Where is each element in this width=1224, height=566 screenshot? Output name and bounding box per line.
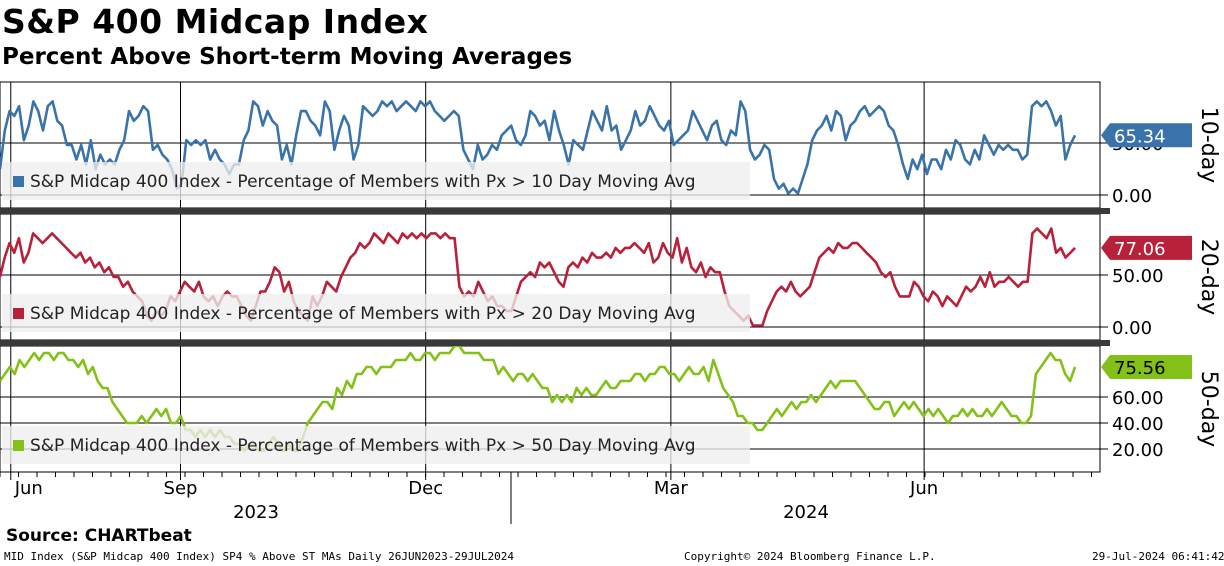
page-title: S&P 400 Midcap Index bbox=[2, 2, 429, 41]
legend-label: S&P Midcap 400 Index - Percentage of Mem… bbox=[30, 304, 696, 324]
legend-swatch bbox=[13, 176, 24, 187]
x-tick-label: Sep bbox=[164, 478, 198, 499]
y-tick-label: 0.00 bbox=[1112, 318, 1152, 339]
x-tick-label: Mar bbox=[654, 478, 689, 499]
footer-timestamp: 29-Jul-2024 06:41:42 bbox=[1092, 550, 1224, 563]
last-value-tag bbox=[1101, 123, 1192, 148]
page-subtitle: Percent Above Short-term Moving Averages bbox=[2, 44, 573, 70]
panel-axis-label: 10-day bbox=[1196, 107, 1221, 183]
source-label: Source: CHARTbeat bbox=[6, 526, 192, 546]
panel-separator bbox=[0, 340, 1110, 346]
series-line-20-day bbox=[0, 227, 1076, 327]
y-tick-label: 0.00 bbox=[1112, 186, 1152, 207]
x-tick-label: Jun bbox=[909, 478, 938, 499]
x-tick-label: Jun bbox=[14, 478, 43, 499]
y-tick-label: 40.00 bbox=[1112, 414, 1164, 435]
legend-box bbox=[2, 162, 750, 200]
footer-copyright: Copyright© 2024 Bloomberg Finance L.P. bbox=[684, 550, 936, 563]
legend-label: S&P Midcap 400 Index - Percentage of Mem… bbox=[30, 172, 696, 192]
year-label: 2024 bbox=[783, 502, 829, 523]
last-value-tag bbox=[1101, 235, 1192, 260]
y-tick-label: 50.00 bbox=[1112, 266, 1164, 287]
panel-separator bbox=[0, 208, 1110, 214]
y-tick-label: 20.00 bbox=[1112, 440, 1164, 461]
year-label: 2023 bbox=[233, 502, 279, 523]
last-value-tag bbox=[1101, 355, 1192, 379]
legend-swatch bbox=[13, 440, 24, 451]
legend-box bbox=[2, 426, 750, 464]
last-value-label: 75.56 bbox=[1114, 358, 1166, 379]
x-tick-label: Dec bbox=[408, 478, 443, 499]
last-value-label: 77.06 bbox=[1114, 239, 1166, 260]
legend-box bbox=[2, 294, 750, 332]
footer-series-info: MID Index (S&P Midcap 400 Index) SP4 % A… bbox=[4, 550, 514, 563]
last-value-label: 65.34 bbox=[1114, 126, 1166, 147]
series-line-50-day bbox=[0, 344, 1077, 453]
legend-swatch bbox=[13, 308, 24, 319]
panel-axis-label: 50-day bbox=[1196, 371, 1221, 447]
y-tick-label: 60.00 bbox=[1112, 388, 1164, 409]
legend-label: S&P Midcap 400 Index - Percentage of Mem… bbox=[30, 436, 696, 456]
panel-axis-label: 20-day bbox=[1196, 239, 1221, 315]
